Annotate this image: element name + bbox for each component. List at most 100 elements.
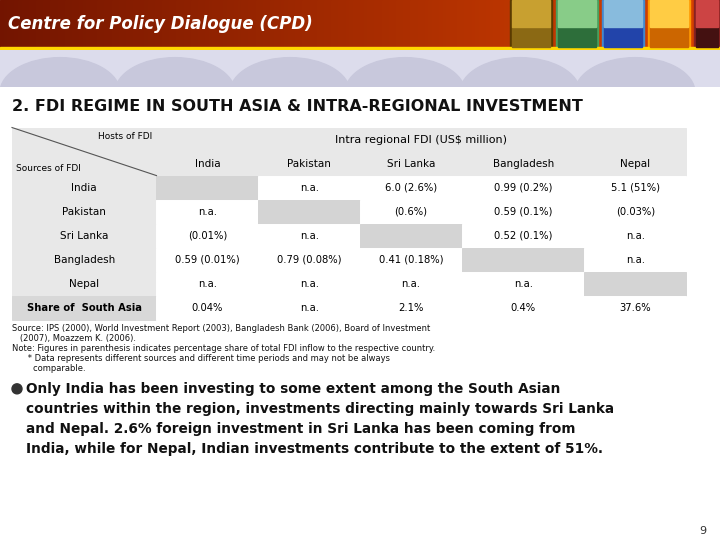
Bar [462, 248, 585, 272]
Bar [90, 0, 94, 50]
Bar [216, 0, 220, 50]
Bar [29, 0, 33, 50]
Bar [266, 0, 271, 50]
Bar [83, 0, 87, 50]
Bar [585, 176, 686, 200]
Bar [454, 0, 458, 50]
Bar [479, 0, 483, 50]
Bar [119, 0, 123, 50]
Bar [360, 200, 462, 224]
Bar [169, 0, 174, 50]
Bar [500, 0, 505, 50]
Bar [598, 0, 602, 50]
Bar [270, 0, 274, 50]
Bar [349, 0, 354, 50]
Bar [446, 0, 451, 50]
Bar [558, 0, 596, 27]
Bar [475, 0, 480, 50]
Bar [585, 248, 686, 272]
Bar [562, 0, 566, 50]
Bar [360, 296, 462, 320]
Bar [428, 0, 433, 50]
Text: Centre for Policy Dialogue (CPD): Centre for Policy Dialogue (CPD) [8, 15, 312, 33]
Bar [698, 0, 703, 50]
Bar [608, 0, 613, 50]
Bar [115, 0, 120, 50]
Bar [156, 248, 258, 272]
Bar [302, 0, 307, 50]
Bar [680, 0, 685, 50]
Bar [205, 0, 210, 50]
Bar [702, 0, 706, 50]
Bar [462, 224, 585, 248]
Bar [18, 0, 22, 50]
Bar [108, 0, 112, 50]
Bar [317, 0, 321, 50]
Bar [604, 0, 642, 27]
Text: Bangladesh: Bangladesh [53, 255, 115, 265]
Bar [436, 0, 440, 50]
Bar [497, 0, 501, 50]
Bar [12, 127, 156, 176]
Text: n.a.: n.a. [402, 279, 420, 289]
Bar [65, 0, 69, 50]
Text: n.a.: n.a. [300, 183, 319, 193]
Bar [425, 0, 429, 50]
Text: Share of  South Asia: Share of South Asia [27, 303, 142, 313]
Bar [547, 0, 552, 50]
Bar [486, 0, 490, 50]
Text: comparable.: comparable. [12, 364, 86, 373]
Bar [277, 0, 282, 50]
Bar [696, 0, 718, 27]
Text: n.a.: n.a. [300, 279, 319, 289]
Bar [461, 0, 465, 50]
Bar [245, 0, 249, 50]
Bar [580, 0, 584, 50]
Bar [356, 0, 361, 50]
Bar [556, 0, 598, 46]
Bar [585, 272, 686, 296]
Bar [556, 0, 598, 46]
Bar [648, 0, 690, 46]
Text: Only India has been investing to some extent among the South Asian
countries wit: Only India has been investing to some ex… [26, 382, 614, 456]
Bar [670, 0, 674, 50]
Bar [407, 0, 411, 50]
Bar [180, 0, 184, 50]
Bar [162, 0, 166, 50]
Bar [360, 272, 462, 296]
Bar [410, 0, 415, 50]
Bar [76, 0, 80, 50]
Bar [648, 0, 652, 50]
Bar [220, 0, 224, 50]
Bar [504, 0, 508, 50]
Bar [202, 0, 206, 50]
Text: 2. FDI REGIME IN SOUTH ASIA & INTRA-REGIONAL INVESTMENT: 2. FDI REGIME IN SOUTH ASIA & INTRA-REGI… [12, 99, 583, 114]
Bar [602, 0, 644, 46]
Bar [641, 0, 645, 50]
Bar [50, 0, 55, 50]
Bar [616, 0, 620, 50]
Ellipse shape [115, 58, 235, 127]
Bar [184, 0, 188, 50]
Bar [0, 0, 4, 50]
Bar [158, 0, 163, 50]
Ellipse shape [0, 58, 120, 127]
Bar [324, 0, 328, 50]
Text: (2007), Moazzem K. (2006).: (2007), Moazzem K. (2006). [12, 334, 136, 343]
Bar [22, 0, 26, 50]
Bar [462, 272, 585, 296]
Bar [533, 0, 537, 50]
Bar [378, 0, 382, 50]
Bar [12, 248, 156, 272]
Bar [156, 296, 258, 320]
Bar [612, 0, 616, 50]
Bar [212, 0, 217, 50]
Bar [585, 296, 686, 320]
Bar [274, 0, 278, 50]
Text: Pakistan: Pakistan [63, 207, 106, 217]
Bar [418, 0, 422, 50]
Bar [258, 200, 360, 224]
Bar [295, 0, 300, 50]
Bar [12, 127, 700, 320]
Bar [335, 0, 339, 50]
